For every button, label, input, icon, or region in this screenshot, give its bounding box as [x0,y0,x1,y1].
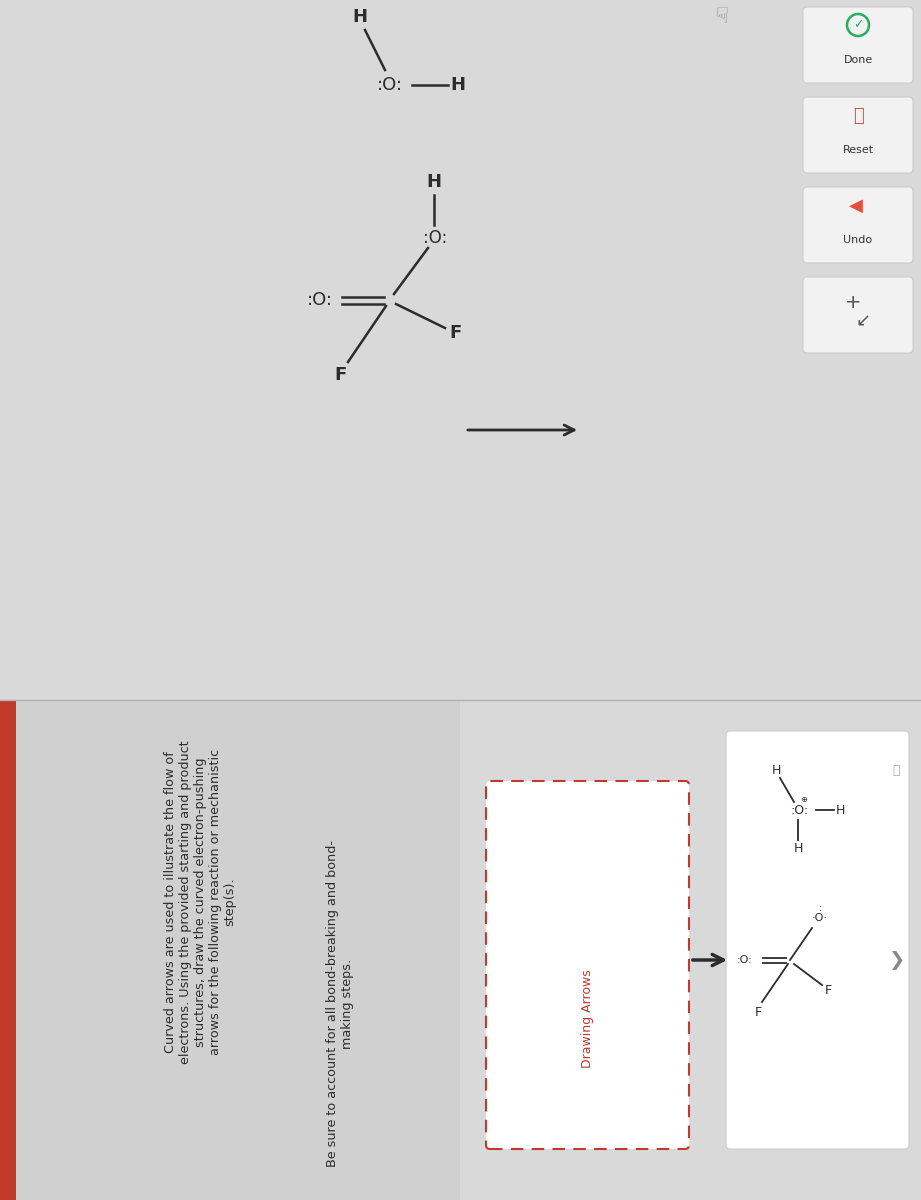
Text: H: H [771,763,781,776]
Text: ·O·: ·O· [812,913,828,923]
Text: Reset: Reset [843,145,873,155]
Text: :O:: :O: [423,229,447,247]
Bar [0,0,921,700]
Text: Done: Done [844,55,872,65]
Text: F: F [334,366,346,384]
Text: ☞: ☞ [708,5,728,25]
Text: +: + [845,293,861,312]
FancyBboxPatch shape [803,187,913,263]
FancyBboxPatch shape [803,97,913,173]
Text: ◀: ◀ [849,197,863,215]
Bar [460,700,921,1200]
FancyBboxPatch shape [486,781,689,1150]
Text: H: H [793,841,803,854]
Text: ❯: ❯ [888,950,904,970]
FancyBboxPatch shape [803,7,913,83]
Text: 🗑: 🗑 [853,107,863,125]
Text: ↙: ↙ [856,313,870,331]
Text: :O:: :O: [377,76,403,94]
Text: F: F [449,324,461,342]
Text: Drawing Arrows: Drawing Arrows [581,970,594,1068]
Text: Curved arrows are used to illustrate the flow of
electrons. Using the provided s: Curved arrows are used to illustrate the… [164,740,237,1063]
Text: Be sure to account for all bond-breaking and bond-
making steps.: Be sure to account for all bond-breaking… [326,840,354,1166]
Text: 🔒: 🔒 [892,763,900,776]
Bar [0,700,16,1200]
Text: H: H [426,173,441,191]
Text: H: H [450,76,465,94]
Text: ✓: ✓ [853,18,863,31]
Text: H: H [835,804,845,816]
FancyBboxPatch shape [803,277,913,353]
Text: :O:: :O: [307,290,333,308]
Bar [0,700,460,1200]
Text: ⊕: ⊕ [800,796,808,804]
Text: :O:: :O: [791,804,809,816]
Text: H: H [353,8,367,26]
Text: F: F [824,984,832,996]
Text: :O:: :O: [737,955,752,965]
Text: Undo: Undo [844,235,872,245]
Text: F: F [754,1006,762,1019]
Text: :: : [819,902,822,913]
FancyBboxPatch shape [726,731,909,1150]
